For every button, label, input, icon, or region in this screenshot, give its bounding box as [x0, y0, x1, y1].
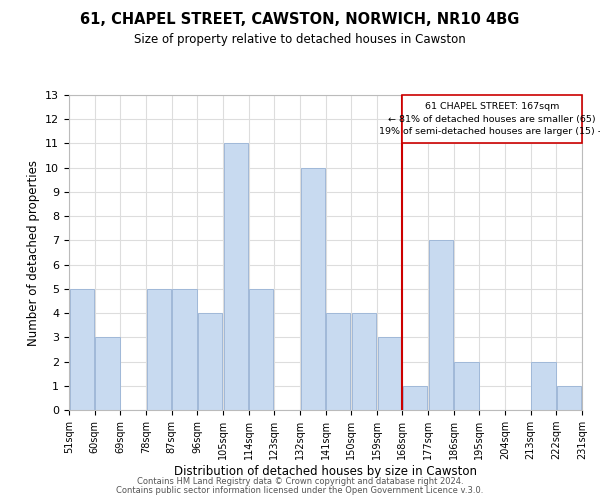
- Bar: [557, 386, 581, 410]
- Bar: [70, 289, 94, 410]
- Bar: [95, 338, 119, 410]
- Bar: [326, 313, 350, 410]
- Bar: [224, 144, 248, 410]
- Text: 61, CHAPEL STREET, CAWSTON, NORWICH, NR10 4BG: 61, CHAPEL STREET, CAWSTON, NORWICH, NR1…: [80, 12, 520, 28]
- Bar: [532, 362, 556, 410]
- Text: Size of property relative to detached houses in Cawston: Size of property relative to detached ho…: [134, 32, 466, 46]
- Bar: [198, 313, 222, 410]
- Bar: [249, 289, 274, 410]
- Y-axis label: Number of detached properties: Number of detached properties: [26, 160, 40, 346]
- Bar: [377, 338, 402, 410]
- Bar: [403, 386, 427, 410]
- Bar: [352, 313, 376, 410]
- Bar: [403, 95, 582, 144]
- Bar: [429, 240, 453, 410]
- Bar: [172, 289, 197, 410]
- Bar: [454, 362, 479, 410]
- Text: Contains public sector information licensed under the Open Government Licence v.: Contains public sector information licen…: [116, 486, 484, 495]
- Bar: [301, 168, 325, 410]
- Bar: [146, 289, 171, 410]
- X-axis label: Distribution of detached houses by size in Cawston: Distribution of detached houses by size …: [174, 465, 477, 478]
- Text: 61 CHAPEL STREET: 167sqm
← 81% of detached houses are smaller (65)
19% of semi-d: 61 CHAPEL STREET: 167sqm ← 81% of detach…: [379, 102, 600, 136]
- Text: Contains HM Land Registry data © Crown copyright and database right 2024.: Contains HM Land Registry data © Crown c…: [137, 477, 463, 486]
